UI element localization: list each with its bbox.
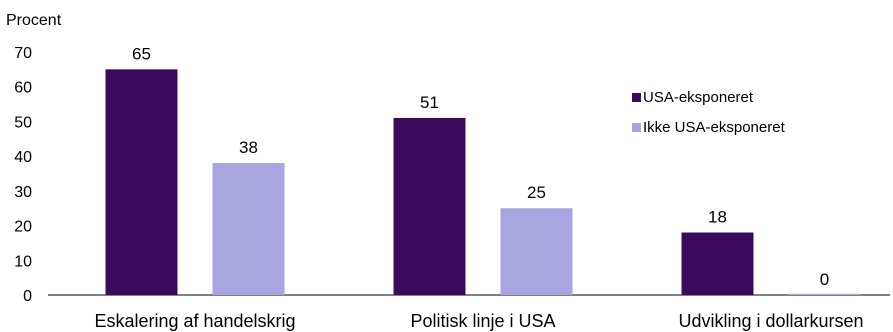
category-label: Eskalering af handelskrig (94, 311, 295, 331)
legend: USA-eksponeret Ikke USA-eksponeret (632, 89, 786, 136)
y-tick-label: 70 (14, 45, 32, 62)
bar (212, 163, 285, 295)
y-tick-label: 50 (14, 114, 32, 131)
legend-entry: USA-eksponeret (643, 89, 754, 106)
y-axis-ticks: 0 10 20 30 40 50 60 70 (14, 45, 32, 305)
bar (500, 208, 573, 295)
y-tick-label: 30 (14, 184, 32, 201)
y-tick-label: 20 (14, 219, 32, 236)
category-label: Politisk linje i USA (410, 311, 555, 331)
bar (681, 232, 754, 295)
data-label: 25 (527, 183, 546, 202)
data-label: 0 (820, 270, 829, 289)
data-label: 65 (132, 44, 151, 63)
y-tick-label: 60 (14, 80, 32, 97)
data-label: 51 (420, 93, 439, 112)
legend-entry: Ikke USA-eksponeret (643, 119, 786, 136)
category-label: Udvikling i dollarkursen (678, 311, 863, 331)
category-labels: Eskalering af handelskrig Politisk linje … (94, 311, 863, 331)
legend-swatch (632, 93, 641, 102)
data-label: 38 (239, 138, 258, 157)
y-tick-label: 10 (14, 253, 32, 270)
bar (788, 293, 861, 295)
y-tick-label: 0 (23, 288, 32, 305)
legend-swatch (632, 123, 641, 132)
bar (393, 117, 466, 295)
y-tick-label: 40 (14, 149, 32, 166)
data-label: 18 (708, 208, 727, 227)
data-labels: 65 38 51 25 18 0 (132, 44, 829, 289)
bars (105, 69, 861, 295)
bar (105, 69, 178, 295)
y-axis-label: Procent (6, 12, 62, 29)
